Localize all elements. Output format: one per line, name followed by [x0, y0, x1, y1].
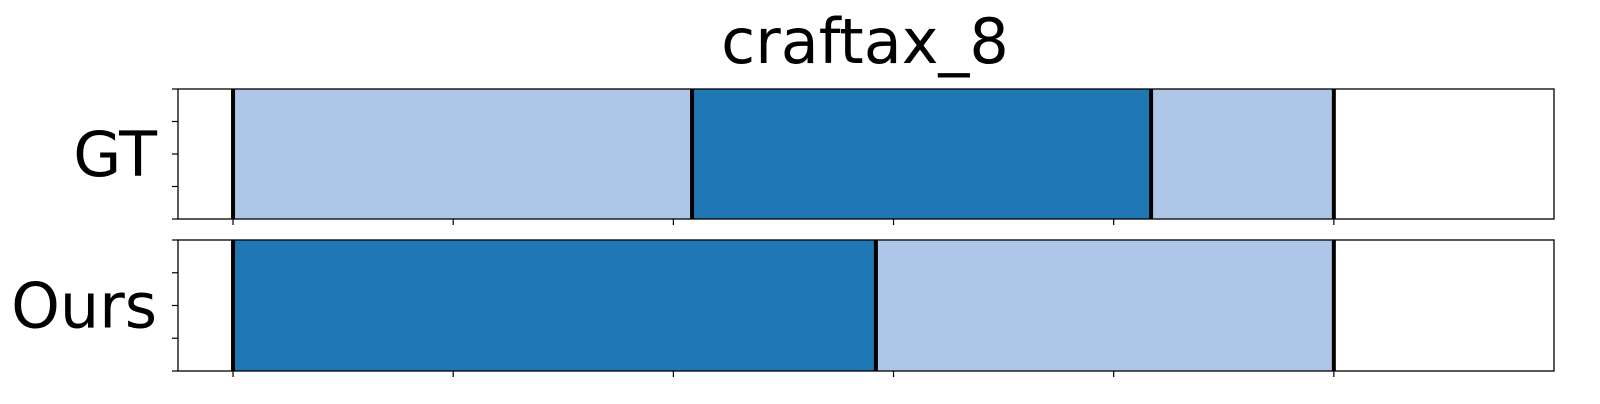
row-label: Ours [11, 270, 157, 343]
timeline-segment [233, 240, 876, 371]
timeline-rows: GT Ours [11, 88, 1555, 377]
timeline-row: GT [73, 88, 1555, 225]
timeline-row: Ours [11, 239, 1555, 377]
timeline-segment [692, 89, 1152, 219]
row-label: GT [73, 118, 158, 191]
chart-title: craftax_8 [721, 5, 1009, 78]
timeline-segment [1151, 89, 1334, 219]
timeline-segment [233, 89, 693, 219]
timeline-segment [875, 240, 1334, 371]
